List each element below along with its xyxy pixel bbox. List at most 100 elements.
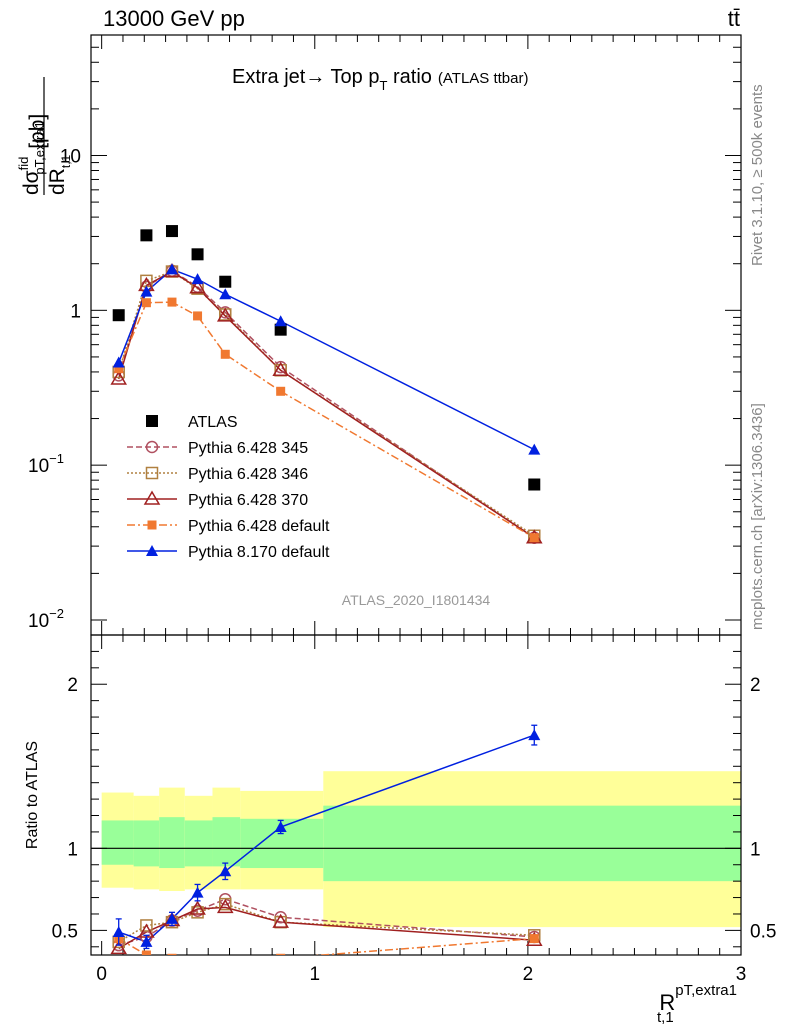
y-label-numerator: dσfidpT,extra1 — [16, 121, 47, 195]
ratio-axis-ticks: 0.5 0.5 1 1 2 2 0 1 2 3 — [52, 635, 776, 985]
ratio-point-4 — [528, 729, 541, 741]
main-point-3 — [216, 307, 234, 322]
legend-marker — [143, 490, 161, 505]
ratio-point-1 — [219, 897, 232, 911]
ratio-point-3 — [193, 959, 202, 968]
legend-entry-label: ATLAS — [188, 414, 238, 431]
main-point-5 — [112, 356, 125, 368]
legend-entry-label: Pythia 6.428 370 — [188, 492, 308, 509]
ratio-point-4 — [140, 935, 153, 947]
legend-marker — [145, 466, 159, 480]
ratio-band-green — [159, 817, 185, 869]
x-tick-label: 3 — [736, 964, 747, 985]
main-point-5 — [219, 288, 232, 300]
main-series-line-1 — [117, 269, 535, 539]
main-y-axis-label: dσfidpT,extra1 dRt,1[pb] — [16, 77, 73, 195]
main-point-3 — [272, 361, 289, 377]
main-point-0 — [274, 323, 287, 336]
main-point-0 — [219, 275, 232, 288]
main-series-markers — [110, 225, 543, 544]
ratio-y-tick-label-right: 2 — [750, 675, 761, 696]
main-point-0 — [140, 229, 153, 242]
main-point-0 — [165, 225, 178, 238]
y-tick-label: 10−2 — [28, 606, 64, 632]
ratio-y-tick-label-right: 0.5 — [750, 921, 776, 942]
ratio-point-4 — [165, 912, 178, 924]
main-point-5 — [165, 263, 178, 275]
legend-marker — [146, 415, 158, 427]
ratio-point-4 — [274, 821, 287, 832]
main-point-3 — [189, 279, 206, 294]
ratio-point-3 — [167, 953, 177, 955]
ratio-point-3 — [276, 953, 286, 955]
ratio-x-axis-label: RpT,extra1 t,1 — [657, 982, 737, 1024]
ratio-point-2 — [216, 898, 234, 914]
main-series-line-5 — [118, 268, 535, 451]
ratio-frame — [90, 634, 742, 956]
legend-entry-label: Pythia 6.428 default — [188, 518, 330, 535]
ratio-y-axis-label: Ratio to ATLAS — [24, 741, 41, 849]
main-series-lines — [117, 268, 535, 539]
ratio-point-4 — [191, 886, 204, 898]
main-point-4 — [167, 297, 177, 307]
ratio-point-2 — [189, 900, 206, 915]
analysis-id: ATLAS_2020_I1801434 — [342, 592, 491, 608]
main-panel: 10−2 10−1 1 10 Extra jet→ Top pT ratio (ATLA… — [16, 34, 742, 636]
ratio-uncertainty-bands — [101, 771, 741, 928]
ratio-series-markers — [110, 724, 543, 968]
main-series-line-4 — [118, 301, 535, 539]
main-point-4 — [220, 349, 230, 359]
main-series-line-3 — [117, 270, 535, 539]
main-point-4 — [141, 298, 151, 308]
legend-entry-label: Pythia 6.428 345 — [188, 440, 308, 457]
ratio-point-3 — [529, 934, 539, 944]
legend-marker — [147, 520, 157, 530]
ratio-band-green — [133, 820, 160, 867]
main-point-4 — [193, 311, 203, 321]
x-tick-label: 0 — [96, 964, 107, 985]
ratio-y-tick-label: 2 — [67, 675, 78, 696]
main-axis-ticks: 10−2 10−1 1 10 — [28, 34, 742, 635]
main-point-0 — [528, 478, 541, 491]
main-point-5 — [274, 315, 287, 327]
ratio-point-1 — [140, 919, 153, 932]
ratio-point-4 — [219, 865, 232, 877]
legend: ATLAS Pythia 6.428 345 Pythia 6.428 346 Pyt… — [127, 414, 330, 561]
legend-marker — [146, 545, 158, 556]
main-point-4 — [276, 386, 286, 396]
legend-entry-label: Pythia 6.428 346 — [188, 466, 308, 483]
main-point-5 — [528, 443, 541, 455]
ratio-band-green — [101, 820, 134, 865]
ratio-band-green — [323, 805, 741, 882]
main-point-5 — [140, 285, 153, 297]
energy-label: 13000 GeV pp — [103, 6, 245, 31]
ratio-band-green — [212, 817, 241, 867]
legend-entry-label: Pythia 8.170 default — [188, 544, 330, 561]
legend-marker — [145, 440, 159, 454]
ratio-point-4 — [112, 926, 125, 938]
ratio-point-3 — [141, 950, 151, 955]
ratio-panel: 0.5 0.5 1 1 2 2 0 1 2 3 Ratio to ATLAS RpT,extra1… — [24, 634, 776, 1024]
side-rivet-label: Rivet 3.1.10, ≥ 500k events — [749, 84, 766, 266]
main-title: Extra jet→ Top pT ratio (ATLAS ttbar) — [232, 66, 529, 93]
y-tick-label: 10 — [60, 146, 81, 167]
main-point-0 — [112, 309, 125, 322]
main-point-0 — [191, 248, 204, 261]
ratio-series-line-3 — [118, 937, 535, 955]
main-point-5 — [191, 273, 204, 285]
x-tick-label: 1 — [309, 964, 320, 985]
y-tick-label: 10−1 — [28, 451, 64, 477]
main-point-4 — [529, 533, 539, 543]
ratio-y-tick-label-right: 1 — [750, 839, 761, 860]
side-mcplots-label: mcplots.cern.ch [arXiv:1306.3436] — [749, 403, 766, 630]
ratio-y-tick-label: 0.5 — [52, 921, 78, 942]
y-label-denominator: dRt,1[pb] — [26, 114, 73, 195]
ratio-point-2 — [110, 939, 128, 955]
ratio-point-2 — [272, 913, 289, 928]
ratio-y-tick-label: 1 — [67, 839, 78, 860]
y-tick-label: 1 — [70, 301, 81, 322]
main-point-3 — [110, 370, 128, 385]
process-label: tt̄ — [728, 6, 740, 31]
ratio-band-green — [184, 820, 213, 867]
